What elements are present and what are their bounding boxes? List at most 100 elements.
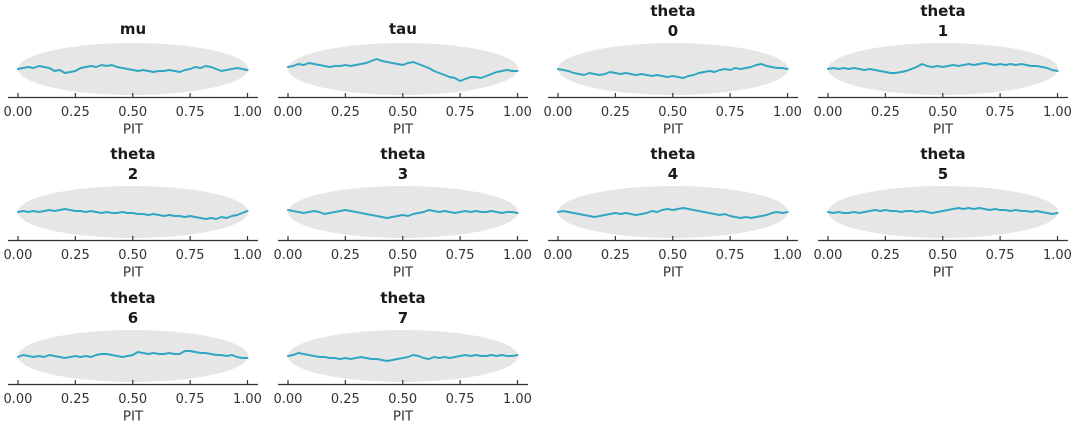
panel-title: tau xyxy=(389,20,417,38)
x-tick-label: 0.00 xyxy=(4,392,33,407)
x-tick-label: 0.25 xyxy=(61,105,90,120)
panel-theta-4: theta 4 0.00 0.25 0.50 0.75 1.00 PIT xyxy=(540,143,810,286)
x-tick-label: 0.75 xyxy=(986,248,1015,263)
panel-svg-theta-4: theta 4 0.00 0.25 0.50 0.75 1.00 PIT xyxy=(544,145,802,281)
x-tick-label: 0.00 xyxy=(4,105,33,120)
x-tick-label: 1.00 xyxy=(233,105,262,120)
x-tick-label: 0.75 xyxy=(176,105,205,120)
confidence-ellipse xyxy=(288,42,518,95)
x-tick-label: 0.00 xyxy=(814,248,843,263)
x-tick-label: 0.75 xyxy=(716,105,745,120)
x-tick-label: 0.25 xyxy=(331,105,360,120)
x-tick-label: 0.00 xyxy=(814,105,843,120)
ecdf-line xyxy=(827,61,1059,74)
x-tick-label: 1.00 xyxy=(233,392,262,407)
x-tick-label: 0.75 xyxy=(176,392,205,407)
x-tick-label: 1.00 xyxy=(773,105,802,120)
x-tick-label: 0.50 xyxy=(928,105,957,120)
x-tick-label: 0.75 xyxy=(446,248,475,263)
confidence-ellipse xyxy=(828,186,1058,239)
x-tick-label: 1.00 xyxy=(503,105,532,120)
x-tick-label: 0.50 xyxy=(388,392,417,407)
x-axis-label: PIT xyxy=(123,265,144,281)
x-tick-label: 0.25 xyxy=(61,392,90,407)
confidence-ellipse xyxy=(558,186,788,239)
panel-svg-theta-0: theta 0 0.00 0.25 0.50 0.75 1.00 PIT xyxy=(544,2,802,137)
x-tick-label: 0.00 xyxy=(544,248,573,263)
ecdf-line xyxy=(827,207,1059,216)
panel-title: theta xyxy=(380,289,425,307)
x-tick-label: 0.50 xyxy=(388,105,417,120)
confidence-ellipse xyxy=(18,186,248,239)
panel-svg-mu: mu 0.00 0.25 0.50 0.75 1.00 PIT xyxy=(4,20,262,137)
x-tick-label: 0.75 xyxy=(176,248,205,263)
x-tick-label: 0.00 xyxy=(274,105,303,120)
x-tick-label: 0.25 xyxy=(601,248,630,263)
x-tick-label: 0.75 xyxy=(986,105,1015,120)
confidence-ellipse xyxy=(558,42,788,95)
x-tick-label: 0.50 xyxy=(388,248,417,263)
panel-title: 5 xyxy=(938,165,948,183)
x-tick-label: 0.00 xyxy=(544,105,573,120)
ecdf-line xyxy=(287,351,519,362)
panel-title: 2 xyxy=(128,165,138,183)
x-axis-label: PIT xyxy=(663,265,684,281)
x-tick-label: 0.25 xyxy=(871,248,900,263)
x-axis-label: PIT xyxy=(393,121,414,137)
x-tick-label: 0.50 xyxy=(118,392,147,407)
x-tick-label: 1.00 xyxy=(503,248,532,263)
panel-theta-3: theta 3 0.00 0.25 0.50 0.75 1.00 PIT xyxy=(270,143,540,286)
panel-theta-7: theta 7 0.00 0.25 0.50 0.75 1.00 PIT xyxy=(270,287,540,430)
ecdf-line xyxy=(17,349,249,359)
x-tick-label: 1.00 xyxy=(503,392,532,407)
ecdf-line xyxy=(17,63,249,74)
x-axis-label: PIT xyxy=(393,265,414,281)
x-tick-label: 1.00 xyxy=(233,248,262,263)
ecdf-line xyxy=(287,209,519,220)
panel-svg-theta-3: theta 3 0.00 0.25 0.50 0.75 1.00 PIT xyxy=(274,145,532,281)
x-tick-label: 0.75 xyxy=(446,392,475,407)
confidence-ellipse xyxy=(18,329,248,382)
panel-theta-1: theta 1 0.00 0.25 0.50 0.75 1.00 PIT xyxy=(810,0,1080,143)
confidence-ellipse xyxy=(828,42,1058,95)
x-tick-label: 0.00 xyxy=(274,248,303,263)
x-tick-label: 0.00 xyxy=(4,248,33,263)
panel-title: theta xyxy=(380,145,425,163)
panel-title: theta xyxy=(650,2,695,20)
panel-title: theta xyxy=(650,145,695,163)
panel-title: theta xyxy=(920,145,965,163)
panel-title: 0 xyxy=(668,22,678,40)
panel-svg-theta-1: theta 1 0.00 0.25 0.50 0.75 1.00 PIT xyxy=(814,2,1072,137)
x-tick-label: 1.00 xyxy=(1043,105,1072,120)
x-tick-label: 1.00 xyxy=(1043,248,1072,263)
x-tick-label: 0.50 xyxy=(658,248,687,263)
ecdf-line xyxy=(17,208,249,221)
panel-theta-6: theta 6 0.00 0.25 0.50 0.75 1.00 PIT xyxy=(0,287,270,430)
panel-svg-theta-7: theta 7 0.00 0.25 0.50 0.75 1.00 PIT xyxy=(274,289,532,424)
ecdf-line xyxy=(557,207,789,220)
panel-theta-2: theta 2 0.00 0.25 0.50 0.75 1.00 PIT xyxy=(0,143,270,286)
x-tick-label: 0.00 xyxy=(274,392,303,407)
x-tick-label: 0.25 xyxy=(601,105,630,120)
ecdf-line xyxy=(287,57,519,82)
panel-title: 7 xyxy=(398,309,408,327)
panel-svg-theta-6: theta 6 0.00 0.25 0.50 0.75 1.00 PIT xyxy=(4,289,262,424)
x-axis-label: PIT xyxy=(123,121,144,137)
x-tick-label: 0.75 xyxy=(716,248,745,263)
panel-mu: mu 0.00 0.25 0.50 0.75 1.00 PIT xyxy=(0,0,270,143)
panel-title: 6 xyxy=(128,309,138,327)
panel-theta-5: theta 5 0.00 0.25 0.50 0.75 1.00 PIT xyxy=(810,143,1080,286)
panel-title: 4 xyxy=(668,165,678,183)
x-tick-label: 0.25 xyxy=(871,105,900,120)
x-tick-label: 0.25 xyxy=(331,392,360,407)
x-tick-label: 0.50 xyxy=(658,105,687,120)
panel-title: theta xyxy=(110,145,155,163)
panel-title: mu xyxy=(120,20,146,38)
x-tick-label: 0.75 xyxy=(446,105,475,120)
confidence-ellipse xyxy=(288,186,518,239)
x-tick-label: 0.25 xyxy=(331,248,360,263)
panel-title: theta xyxy=(110,289,155,307)
ecdf-line xyxy=(557,62,789,79)
